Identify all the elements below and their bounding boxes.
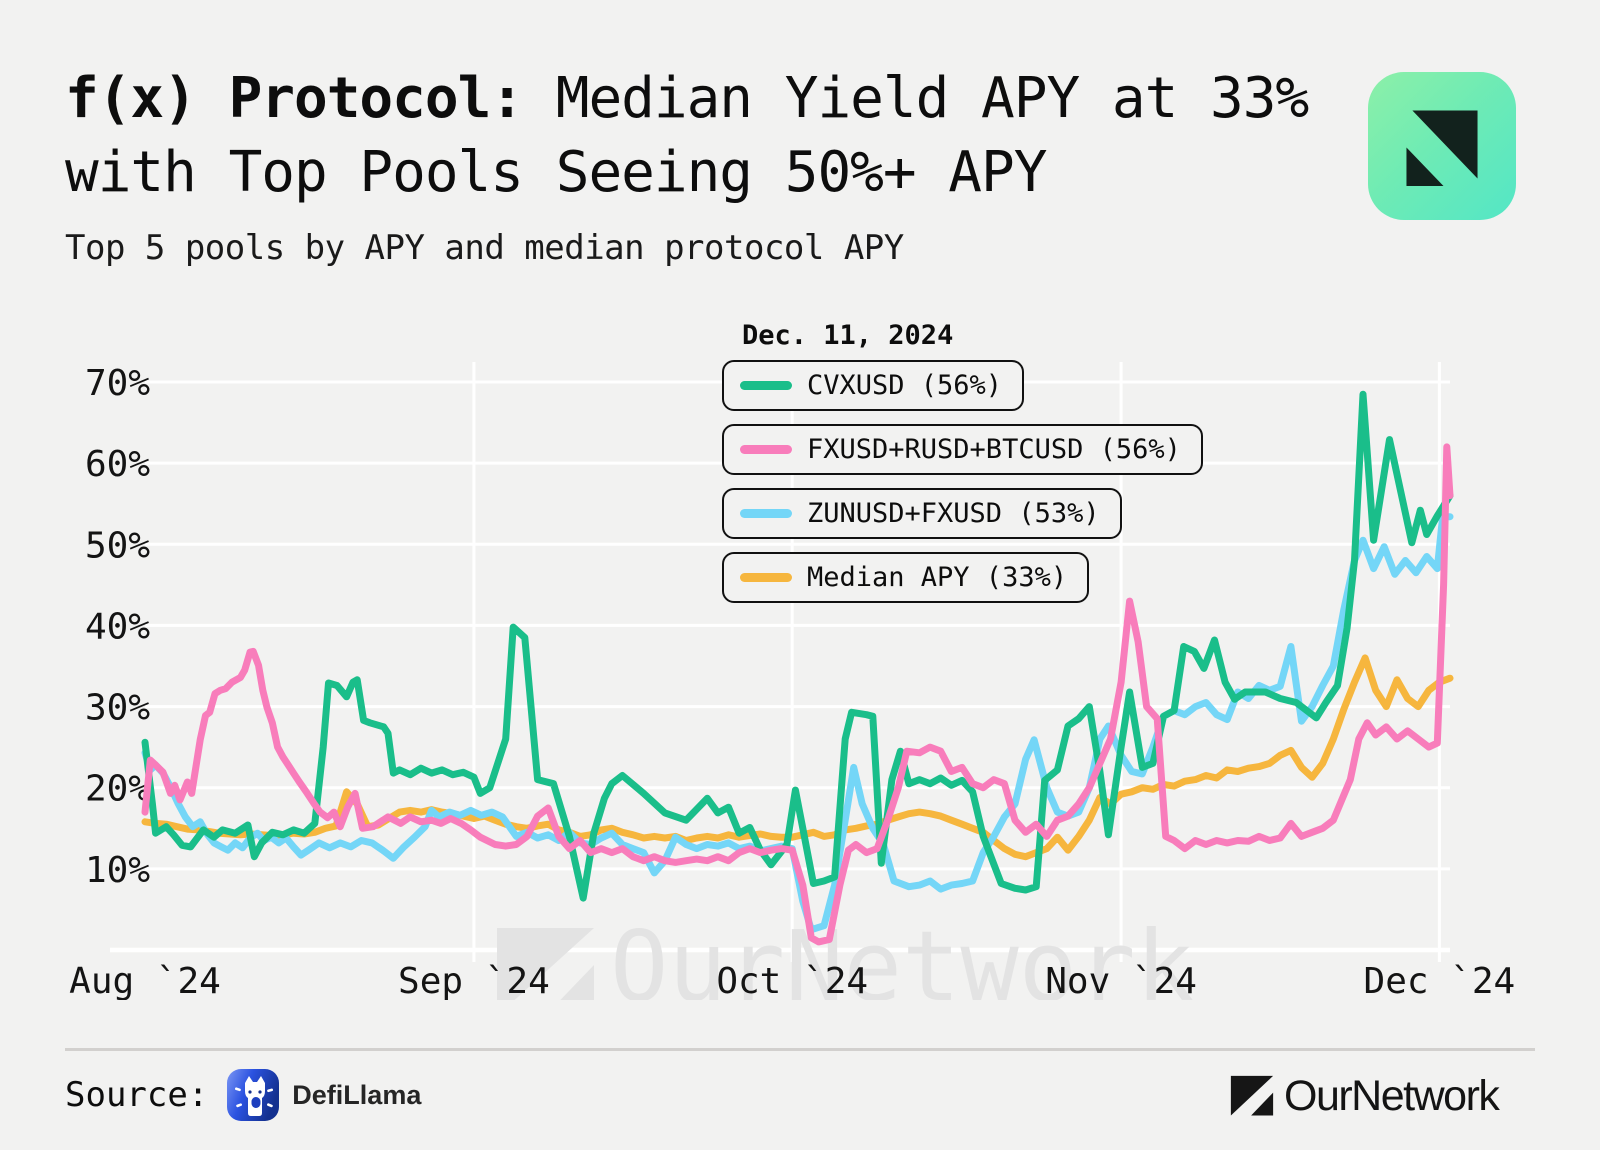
y-tick-label: 70% [85, 363, 150, 404]
ournetwork-footer-glyph [1230, 1075, 1274, 1115]
legend-swatch-zunusd-fxusd [740, 509, 792, 518]
brand-footer: OurNetwork [1230, 1072, 1500, 1121]
legend-label: Median APY (33%) [807, 562, 1068, 593]
legend-label: CVXUSD (56%) [807, 370, 1003, 401]
page-title: f(x) Protocol: Median Yield APY at 33% w… [65, 62, 1315, 211]
legend-swatch-median-apy [740, 573, 792, 582]
chart-date-annotation: Dec. 11, 2024 [742, 320, 954, 351]
x-tick-label: Sep `24 [398, 961, 550, 1000]
y-tick-label: 50% [85, 525, 150, 566]
legend-item-zunusd-fxusd: ZUNUSD+FXUSD (53%) [722, 488, 1122, 539]
page-title-rest: Median Yield APY at 33% with Top Pools S… [65, 66, 1309, 206]
defillama-wordmark: DefiLlama [292, 1079, 422, 1110]
page-subtitle: Top 5 pools by APY and median protocol A… [65, 228, 904, 268]
y-tick-label: 10% [85, 850, 150, 891]
series-line-fxusd-rusd-btcusd [141, 443, 1454, 946]
legend-label: ZUNUSD+FXUSD (53%) [807, 498, 1100, 529]
series-line-cvxusd [141, 390, 1454, 902]
legend-swatch-fxusd-rusd-btcusd [740, 445, 792, 454]
legend-label: FXUSD+RUSD+BTCUSD (56%) [807, 434, 1181, 465]
watermark-glyph-small [545, 965, 594, 1016]
y-tick-label: 20% [85, 769, 150, 810]
legend-item-cvxusd: CVXUSD (56%) [722, 360, 1025, 411]
page-title-protocol: f(x) Protocol: [65, 66, 524, 131]
y-tick-label: 40% [85, 606, 150, 647]
x-tick-label: Dec `24 [1364, 961, 1516, 1000]
legend-item-median-apy: Median APY (33%) [722, 552, 1090, 603]
defillama-icon [227, 1069, 280, 1121]
ournetwork-wordmark: OurNetwork [1284, 1072, 1500, 1120]
y-tick-label: 30% [85, 688, 150, 729]
footer-divider [65, 1048, 1535, 1051]
chart-legend: CVXUSD (56%) FXUSD+RUSD+BTCUSD (56%) ZUNUS… [722, 360, 1203, 603]
ournetwork-logo-icon [1368, 72, 1516, 220]
x-tick-label: Nov `24 [1045, 961, 1197, 1000]
ournetwork-n-glyph [1406, 110, 1478, 186]
source-label: Source: [65, 1075, 209, 1115]
x-tick-label: Oct `24 [716, 961, 868, 1000]
x-tick-label: Aug `24 [69, 961, 221, 1000]
source-attribution: Source: DefiLlama [65, 1064, 421, 1126]
legend-item-fxusd-rusd-btcusd: FXUSD+RUSD+BTCUSD (56%) [722, 424, 1203, 475]
legend-swatch-cvxusd [740, 381, 792, 390]
watermark-glyph-big [497, 928, 594, 1016]
y-tick-label: 60% [85, 444, 150, 485]
